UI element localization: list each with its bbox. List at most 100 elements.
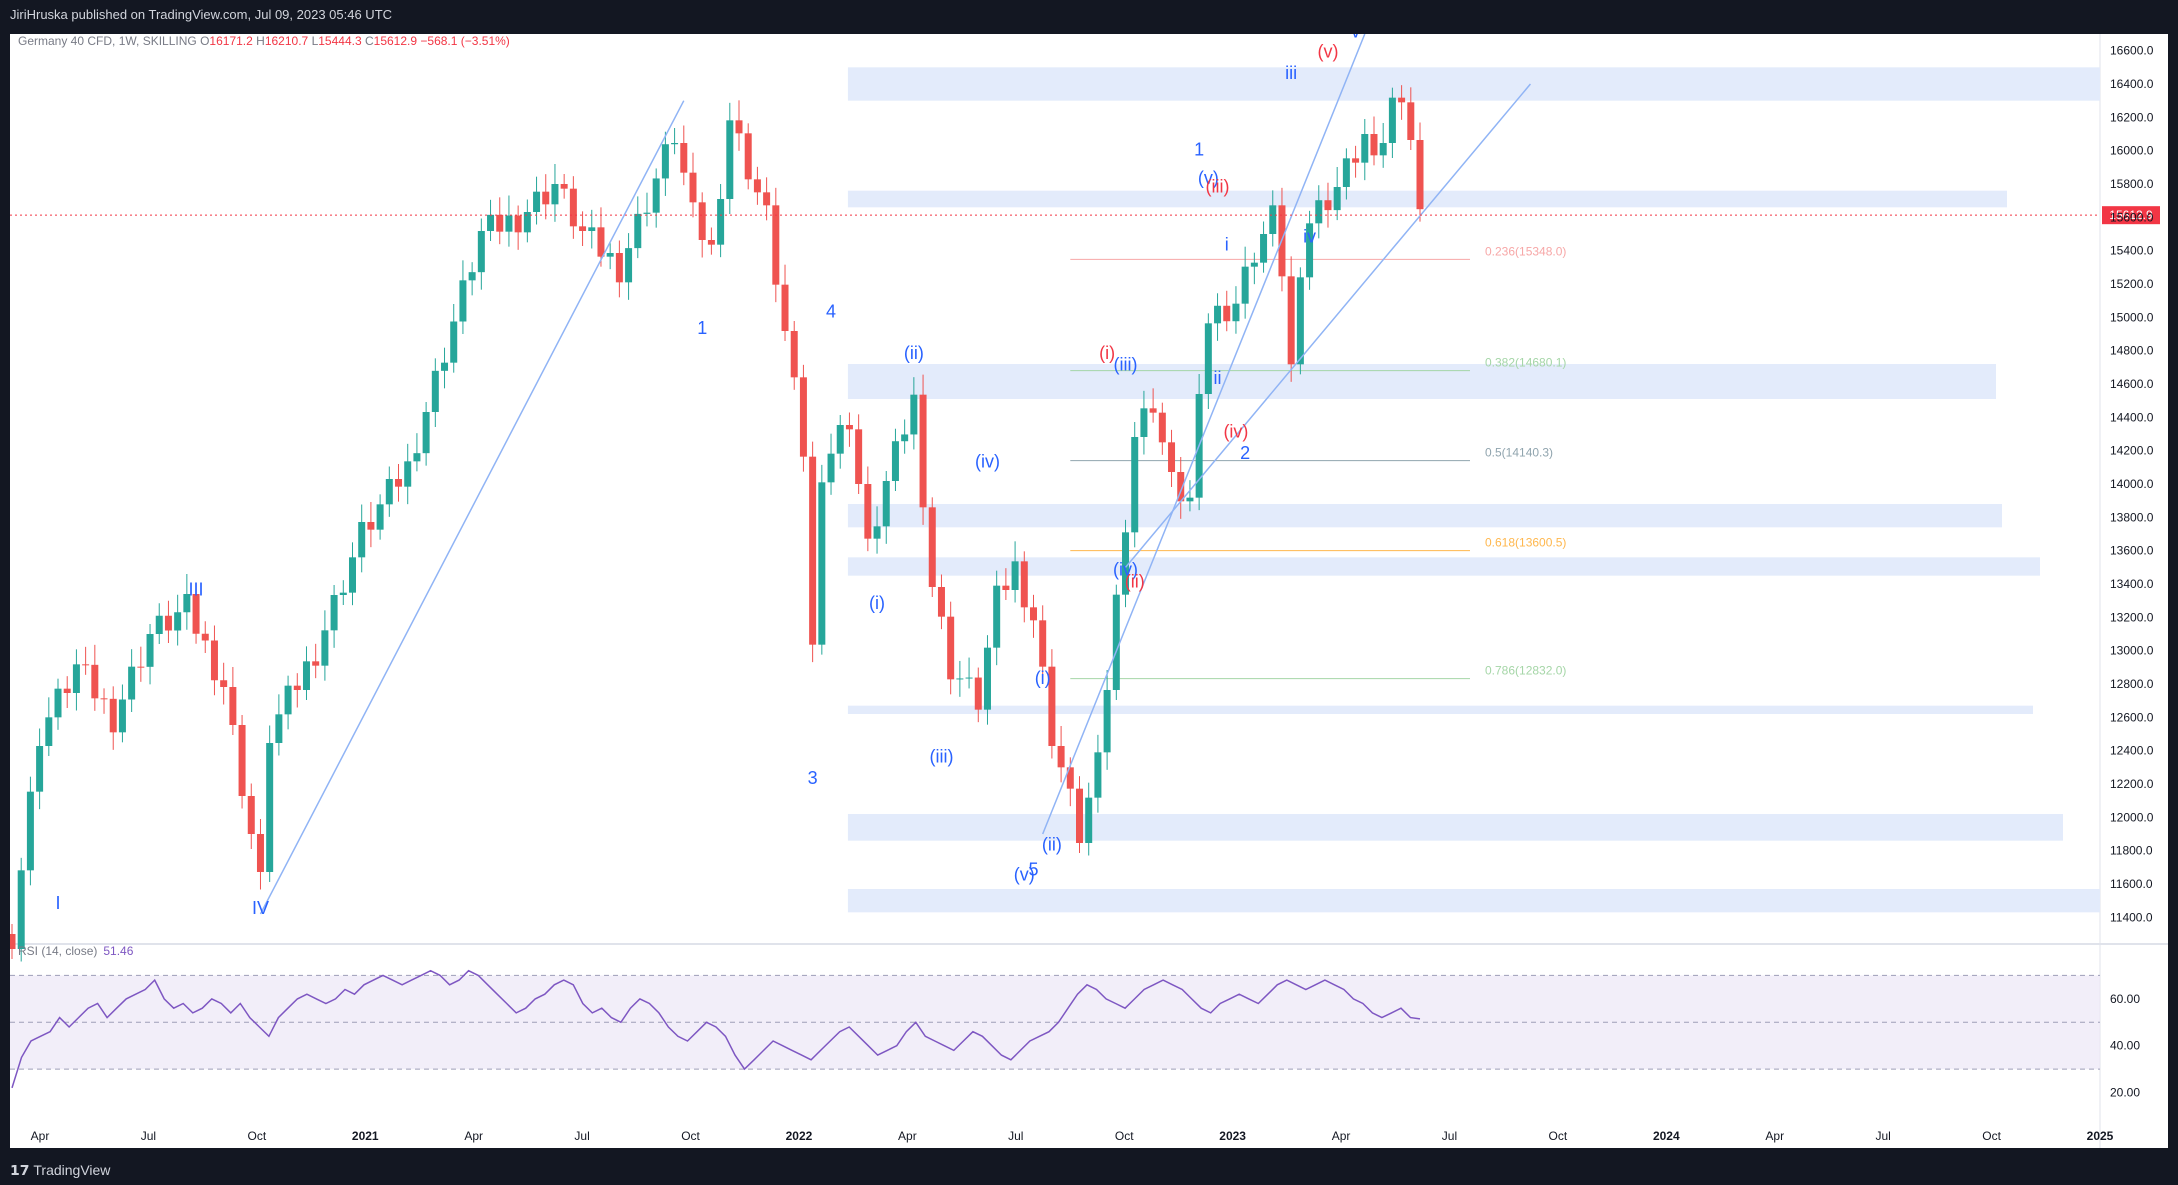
last-price-tag <box>2102 206 2160 225</box>
candle-body <box>523 212 531 233</box>
candle-body <box>210 640 218 681</box>
wave-label: i <box>1225 235 1229 255</box>
candle-body <box>1407 102 1415 140</box>
time-tick-label: Apr <box>31 1129 50 1143</box>
candle-body <box>1112 594 1120 690</box>
wave-label: (ii) <box>1125 571 1145 591</box>
candle-body <box>901 434 909 442</box>
price-tick-label: 11800.0 <box>2110 844 2153 858</box>
candle-body <box>358 522 366 558</box>
candle-body <box>928 507 936 587</box>
candle-body <box>26 791 34 871</box>
candle-body <box>947 616 955 680</box>
candle-body <box>36 746 44 792</box>
candle-body <box>376 504 384 530</box>
wave-label: (ii) <box>904 343 924 363</box>
candle-body <box>1315 200 1323 224</box>
price-tick-label: 15600.0 <box>2110 210 2154 224</box>
candle-body <box>220 680 228 687</box>
candle-body <box>1352 158 1360 163</box>
candle-body <box>1370 134 1378 156</box>
candle-body <box>1333 187 1341 211</box>
candle-body <box>1076 788 1084 843</box>
price-tick-label: 14800.0 <box>2110 344 2154 358</box>
candle-body <box>109 698 117 733</box>
candle-body <box>413 453 421 462</box>
candle-body <box>533 191 541 212</box>
close-value: 15612.9 <box>373 34 418 48</box>
candle-body <box>799 377 807 457</box>
time-tick-label: Oct <box>1549 1129 1568 1143</box>
candle-body <box>735 120 743 134</box>
candle-body <box>781 284 789 331</box>
wave-label: (iii) <box>1206 176 1230 196</box>
support-zone <box>847 67 2101 101</box>
wave-label: 3 <box>808 768 818 788</box>
time-tick-label: 2022 <box>786 1129 813 1143</box>
last-price-value: 15612.9 <box>2109 208 2153 222</box>
candle-body <box>367 522 375 530</box>
candle-body <box>1398 97 1406 103</box>
candle-body <box>1131 437 1139 533</box>
candle-body <box>1269 205 1277 234</box>
fib-level-label: 0.786(12832.0) <box>1485 664 1566 678</box>
publisher-text: JiriHruska published on TradingView.com,… <box>10 7 393 22</box>
candle-body <box>993 585 1001 648</box>
trend-line <box>1041 33 1366 835</box>
fib-level-label: 0.5(14140.3) <box>1485 446 1553 460</box>
time-tick-label: Oct <box>248 1129 267 1143</box>
time-tick-label: 2023 <box>1219 1129 1246 1143</box>
price-tick-label: 14400.0 <box>2110 410 2154 424</box>
candle-body <box>487 214 495 231</box>
price-tick-label: 13000.0 <box>2110 644 2154 658</box>
rsi-label: RSI (14, close) <box>18 944 98 958</box>
wave-label: (iii) <box>929 746 953 766</box>
candle-body <box>698 202 706 240</box>
chart-area[interactable]: 0.236(15348.0) 0.382(14680.1) 0.5(14140.3)… <box>8 18 2168 1148</box>
candle-body <box>293 685 301 690</box>
time-tick-label: Jul <box>574 1129 589 1143</box>
candle-body <box>717 199 725 245</box>
candle-body <box>330 595 338 631</box>
price-tick-label: 12800.0 <box>2110 677 2154 691</box>
price-tick-label: 16000.0 <box>2110 144 2154 158</box>
fib-level-label: 0.382(14680.1) <box>1485 356 1566 370</box>
time-tick-label: Jul <box>1442 1129 1457 1143</box>
time-tick-label: Jul <box>1008 1129 1023 1143</box>
candle-body <box>1066 767 1074 789</box>
time-tick-label: Jul <box>141 1129 156 1143</box>
wave-label: iii <box>1285 63 1297 83</box>
price-tick-label: 16600.0 <box>2110 44 2154 58</box>
candle-body <box>128 666 136 700</box>
chart-svg[interactable]: 0.236(15348.0) 0.382(14680.1) 0.5(14140.3)… <box>8 18 2168 1148</box>
wave-label: 4 <box>826 301 836 321</box>
price-tick-label: 12600.0 <box>2110 710 2154 724</box>
support-zone <box>847 889 2101 913</box>
candle-body <box>1241 266 1249 304</box>
wave-label: 1 <box>697 318 707 338</box>
candle-body <box>192 594 200 634</box>
candle-body <box>395 479 403 487</box>
candle-body <box>809 456 817 645</box>
candle-body <box>937 587 945 617</box>
wave-label: (iv) <box>975 451 1000 471</box>
candle-body <box>634 213 642 249</box>
candle-body <box>1085 797 1093 843</box>
candle-body <box>91 664 99 699</box>
candle-body <box>339 592 347 595</box>
candle-body <box>321 630 329 666</box>
candle-body <box>643 212 651 214</box>
high-value: 16210.7 <box>264 34 309 48</box>
time-tick-label: Apr <box>898 1129 917 1143</box>
candle-body <box>459 280 467 322</box>
candle-body <box>625 248 633 283</box>
candle-body <box>1029 607 1037 621</box>
candle-body <box>238 725 246 796</box>
time-tick-label: 2024 <box>1653 1129 1680 1143</box>
candle-body <box>772 205 780 285</box>
candle-body <box>919 394 927 508</box>
wave-label: V <box>678 34 690 38</box>
candle-body <box>560 184 568 189</box>
candle-body <box>579 226 587 231</box>
time-tick-label: Apr <box>1765 1129 1784 1143</box>
